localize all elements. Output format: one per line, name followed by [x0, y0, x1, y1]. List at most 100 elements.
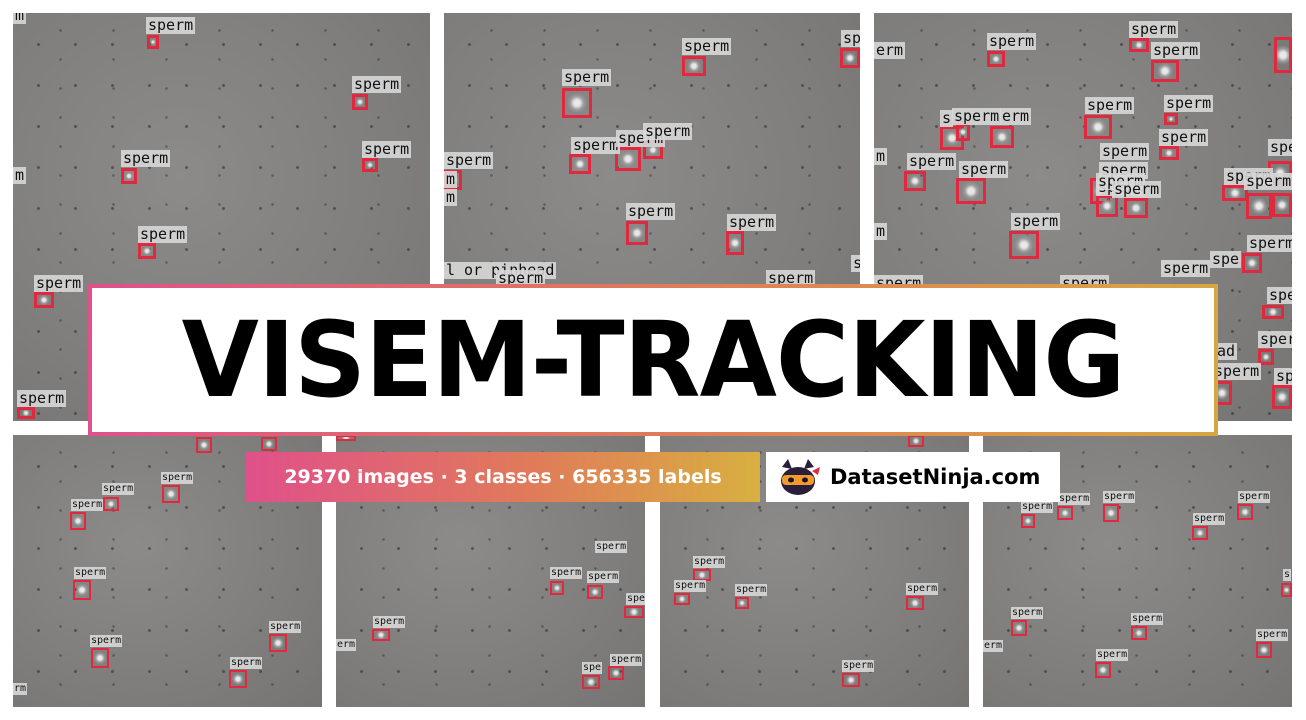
- bounding-box: [336, 435, 356, 441]
- stats-text: 29370 images · 3 classes · 656335 labels: [284, 466, 722, 488]
- annotation-label: sperm: [906, 583, 939, 595]
- annotation-label: s: [940, 109, 954, 127]
- annotation-label: sperm: [562, 68, 612, 86]
- annotation-label: sperm: [146, 16, 196, 34]
- bounding-box: [587, 585, 603, 599]
- annotation-label: sperm: [121, 149, 171, 167]
- annotation-label: s: [851, 255, 860, 272]
- bounding-box: [196, 437, 212, 453]
- bounding-box: [372, 629, 390, 641]
- annotation-label: sperm: [1274, 368, 1292, 385]
- bounding-box: [73, 580, 91, 600]
- bounding-box: [17, 407, 35, 419]
- bounding-box: [1095, 662, 1111, 678]
- bounding-box: [147, 35, 159, 49]
- annotation-label: sperm: [550, 567, 583, 579]
- page-title: VISEM-TRACKING: [181, 299, 1126, 421]
- bounding-box: [1103, 504, 1119, 522]
- annotation-label: sperm: [373, 616, 406, 628]
- annotation-label: sperm: [1159, 128, 1209, 146]
- bounding-box: [956, 178, 986, 204]
- bounding-box: [1124, 198, 1148, 218]
- annotation-label: m: [444, 170, 458, 188]
- bounding-box: [904, 171, 926, 191]
- annotation-label: sperm: [626, 593, 645, 605]
- bounding-box: [626, 221, 648, 245]
- annotation-label: sperm: [693, 556, 726, 568]
- bounding-box: [229, 670, 247, 688]
- annotation-label: sperm: [444, 151, 494, 169]
- annotation-label: m: [444, 188, 458, 206]
- bounding-box: [1246, 193, 1272, 219]
- bounding-box: [1281, 583, 1292, 597]
- sample-image-1: sperm sperm sperm sperm sperm sperm sper…: [13, 13, 430, 421]
- bounding-box: [352, 94, 368, 110]
- bounding-box: [956, 123, 970, 141]
- annotation-label: sperm: [1011, 212, 1061, 230]
- annotation-label: sperm: [1096, 649, 1129, 661]
- bounding-box: [1057, 506, 1073, 520]
- annotation-label: sperm: [727, 213, 777, 231]
- bounding-box: [34, 292, 54, 308]
- annotation-label: sperm: [362, 140, 412, 158]
- annotation-label: ad: [1215, 342, 1238, 360]
- annotation-label: sperm: [17, 389, 67, 407]
- annotation-label: sperm: [1161, 259, 1211, 277]
- bounding-box: [1151, 60, 1179, 82]
- annotation-label: sperm: [959, 160, 1009, 178]
- bounding-box: [562, 88, 592, 118]
- annotation-label: sperm: [1131, 613, 1164, 625]
- annotation-label: sperm: [874, 274, 924, 292]
- annotation-label: sperm: [1011, 607, 1044, 619]
- annotation-label: sperm: [1058, 493, 1091, 505]
- annotation-label: sperm: [352, 75, 402, 93]
- annotation-label: sperm: [1212, 362, 1262, 380]
- bounding-box: [1096, 195, 1118, 217]
- annotation-label: erm: [983, 640, 1004, 652]
- annotation-label: m: [13, 166, 27, 184]
- annotation-label: sperm: [1238, 491, 1271, 503]
- annotation-label: s: [1283, 569, 1292, 581]
- annotation-label: sperm: [1151, 41, 1201, 59]
- annotation-label: sperm: [1164, 94, 1214, 112]
- annotation-label: sperm: [1100, 142, 1150, 160]
- bounding-box: [1242, 253, 1262, 273]
- bounding-box: [674, 593, 690, 605]
- annotation-label: sperm: [74, 567, 107, 579]
- bounding-box: [735, 597, 749, 609]
- bounding-box: [608, 666, 624, 680]
- annotation-label: sperm: [842, 660, 875, 672]
- bounding-box: [1256, 642, 1272, 658]
- annotation-label: sperm: [161, 472, 194, 484]
- brand-link[interactable]: DatasetNinja.com: [830, 465, 1041, 489]
- ninja-cat-icon: [781, 459, 820, 495]
- bounding-box: [908, 435, 924, 447]
- annotation-label: sperm: [841, 30, 860, 47]
- bounding-box: [1192, 526, 1208, 540]
- bounding-box: [1237, 504, 1253, 520]
- bounding-box: [70, 512, 86, 530]
- annotation-label: sperm: [1247, 235, 1292, 252]
- brand-badge[interactable]: DatasetNinja.com: [766, 452, 1060, 502]
- stats-badge: 29370 images · 3 classes · 656335 labels: [246, 452, 760, 502]
- bounding-box: [1129, 38, 1149, 52]
- bounding-box: [682, 56, 706, 76]
- annotation-label: sperm: [626, 202, 676, 220]
- sample-image-3: sperm sperm sperm erm sperm sperm sperm …: [874, 13, 1292, 421]
- bounding-box: [1272, 385, 1292, 409]
- bounding-box: [582, 675, 600, 689]
- bounding-box: [550, 581, 564, 595]
- bounding-box: [1164, 113, 1178, 125]
- annotation-label: sperm: [496, 269, 546, 287]
- bounding-box: [569, 154, 591, 174]
- annotation-label: sperm: [735, 584, 768, 596]
- annotation-label: sperm: [952, 107, 1002, 125]
- annotation-label: sperm: [1267, 287, 1292, 304]
- bounding-box: [91, 648, 109, 668]
- annotation-label: sperm: [1112, 180, 1162, 198]
- bounding-box: [842, 673, 860, 687]
- bounding-box: [726, 231, 744, 255]
- annotation-label: sperm: [1244, 172, 1292, 190]
- bounding-box: [1262, 305, 1284, 319]
- annotation-label: sperm: [1268, 139, 1292, 156]
